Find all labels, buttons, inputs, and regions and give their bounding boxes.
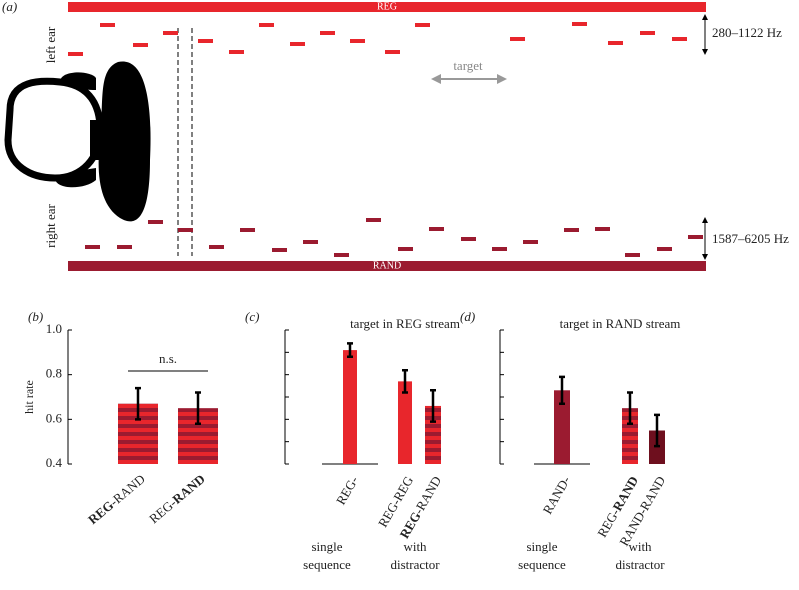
tone xyxy=(290,42,305,46)
diagram: (a) REG RAND left ear right ear 280–1122… xyxy=(2,0,789,271)
head xyxy=(4,61,151,222)
y-tick-label: 1.0 xyxy=(46,321,62,336)
error-bar xyxy=(559,375,565,405)
tone xyxy=(209,245,224,249)
chart-title: target in REG stream xyxy=(350,316,460,331)
tone xyxy=(350,39,365,43)
tone xyxy=(68,52,83,56)
tone xyxy=(523,240,538,244)
tone xyxy=(272,248,287,252)
rand-label: RAND xyxy=(373,260,401,271)
group-label: with distractor xyxy=(390,539,440,572)
error-bar xyxy=(135,386,141,421)
tone xyxy=(672,37,687,41)
tone xyxy=(572,22,587,26)
tone xyxy=(334,253,349,257)
tone xyxy=(240,228,255,232)
tone xyxy=(366,218,381,222)
x-tick-label: REG-RAND xyxy=(85,471,148,527)
x-tick-label: REG-RAND xyxy=(146,471,208,526)
error-bar xyxy=(654,413,660,448)
tone xyxy=(608,41,623,45)
panel-label: (d) xyxy=(460,309,475,324)
x-tick-label: RAND- xyxy=(540,473,574,516)
target-label: target xyxy=(453,58,483,73)
x-tick-label: REG- xyxy=(333,473,361,507)
y-tick-label: 0.6 xyxy=(46,410,63,425)
y-axis-label: hit rate xyxy=(22,380,36,414)
group-label: single sequence xyxy=(303,539,351,572)
rand-bar xyxy=(68,261,706,271)
tone xyxy=(429,227,444,231)
y-tick-label: 0.8 xyxy=(46,366,62,381)
label-part: RAND xyxy=(169,471,207,507)
panel-label: (a) xyxy=(2,0,17,14)
tone xyxy=(117,245,132,249)
bar xyxy=(622,408,638,464)
y-tick-label: 0.4 xyxy=(46,455,63,470)
tone xyxy=(148,220,163,224)
group-label: with distractor xyxy=(615,539,665,572)
left-ear: left ear xyxy=(43,26,58,63)
tone xyxy=(259,23,274,27)
tone xyxy=(595,227,610,231)
group-label: single sequence xyxy=(518,539,566,572)
bar xyxy=(398,381,412,464)
error-bar xyxy=(195,391,201,426)
tone xyxy=(461,237,476,241)
tone xyxy=(625,253,640,257)
panel-label: (c) xyxy=(245,309,259,324)
tone xyxy=(398,247,413,251)
tone xyxy=(688,235,703,239)
tone xyxy=(133,43,148,47)
tone xyxy=(229,50,244,54)
tone xyxy=(198,39,213,43)
tone xyxy=(320,31,335,35)
error-bar xyxy=(430,389,436,423)
chart-title: target in RAND stream xyxy=(560,316,681,331)
bar xyxy=(425,405,441,464)
tone xyxy=(640,31,655,35)
label-part: -RAND xyxy=(411,473,445,516)
error-bar xyxy=(347,342,353,359)
tone xyxy=(85,245,100,249)
reg-label: REG xyxy=(377,1,397,12)
tone xyxy=(657,247,672,251)
tone xyxy=(415,23,430,27)
left-range: 280–1122 Hz xyxy=(712,25,782,40)
error-bar xyxy=(402,368,408,394)
error-bar xyxy=(627,391,633,426)
panel-label: (b) xyxy=(28,309,43,324)
annotation: n.s. xyxy=(159,351,177,366)
tone xyxy=(163,31,178,35)
right-ear: right ear xyxy=(43,203,58,247)
tone xyxy=(492,247,507,251)
tone xyxy=(303,240,318,244)
tone xyxy=(564,228,579,232)
tone xyxy=(100,23,115,27)
tone xyxy=(385,50,400,54)
label-part: -RAND xyxy=(107,471,148,509)
tone xyxy=(510,37,525,41)
right-range: 1587–6205 Hz xyxy=(712,231,789,246)
label-part: RAND- xyxy=(540,473,574,516)
label-part: REG- xyxy=(333,473,361,507)
tone xyxy=(178,228,193,232)
reg-bar xyxy=(68,2,706,12)
bar xyxy=(343,350,357,464)
bar xyxy=(554,390,570,464)
